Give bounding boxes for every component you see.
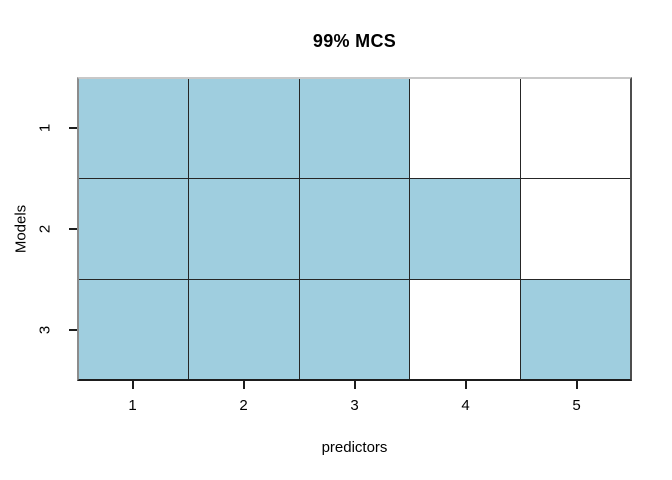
chart-title: 99% MCS [312,31,397,51]
heatmap-cell [410,179,520,279]
y-tick-mark [69,329,77,332]
heatmap-cell [79,79,189,179]
heatmap-cell [410,279,520,379]
x-tick-label: 5 [572,397,581,414]
heatmap-cell [299,79,410,179]
x-tick-mark [353,381,356,389]
y-axis-ticks [69,77,78,381]
x-tick-mark [464,381,467,389]
x-tick-mark [242,381,245,389]
heatmap-cell [520,179,630,279]
heatmap-cell [79,179,189,279]
x-tick-label: 4 [461,397,470,414]
heatmap-cell [79,279,189,379]
heatmap-cell [410,79,520,179]
y-tick-label: 3 [36,326,54,335]
y-tick-mark [69,228,77,230]
x-axis-tick-labels: 1 2 3 4 5 [77,397,632,415]
heatmap-cell [299,179,410,279]
x-tick-label: 2 [239,397,248,414]
heatmap-cell [189,179,299,279]
y-tick-label: 2 [36,224,54,234]
y-tick-mark [69,126,77,129]
heatmap-cell [520,79,630,179]
heatmap-cell [520,279,630,379]
x-tick-mark [575,381,578,389]
heatmap-cell [189,79,299,179]
y-axis-title: Models [12,204,30,254]
heatmap-cell [189,279,299,379]
x-axis-title: predictors [321,439,388,456]
x-tick-label: 1 [128,397,137,414]
y-tick-label: 1 [36,123,54,132]
heatmap-cell [299,279,410,379]
y-axis-tick-labels: 1 2 3 [36,77,54,381]
heatmap-grid [77,77,632,381]
x-tick-label: 3 [350,397,359,414]
x-tick-mark [131,381,134,389]
x-axis-ticks [77,381,632,390]
